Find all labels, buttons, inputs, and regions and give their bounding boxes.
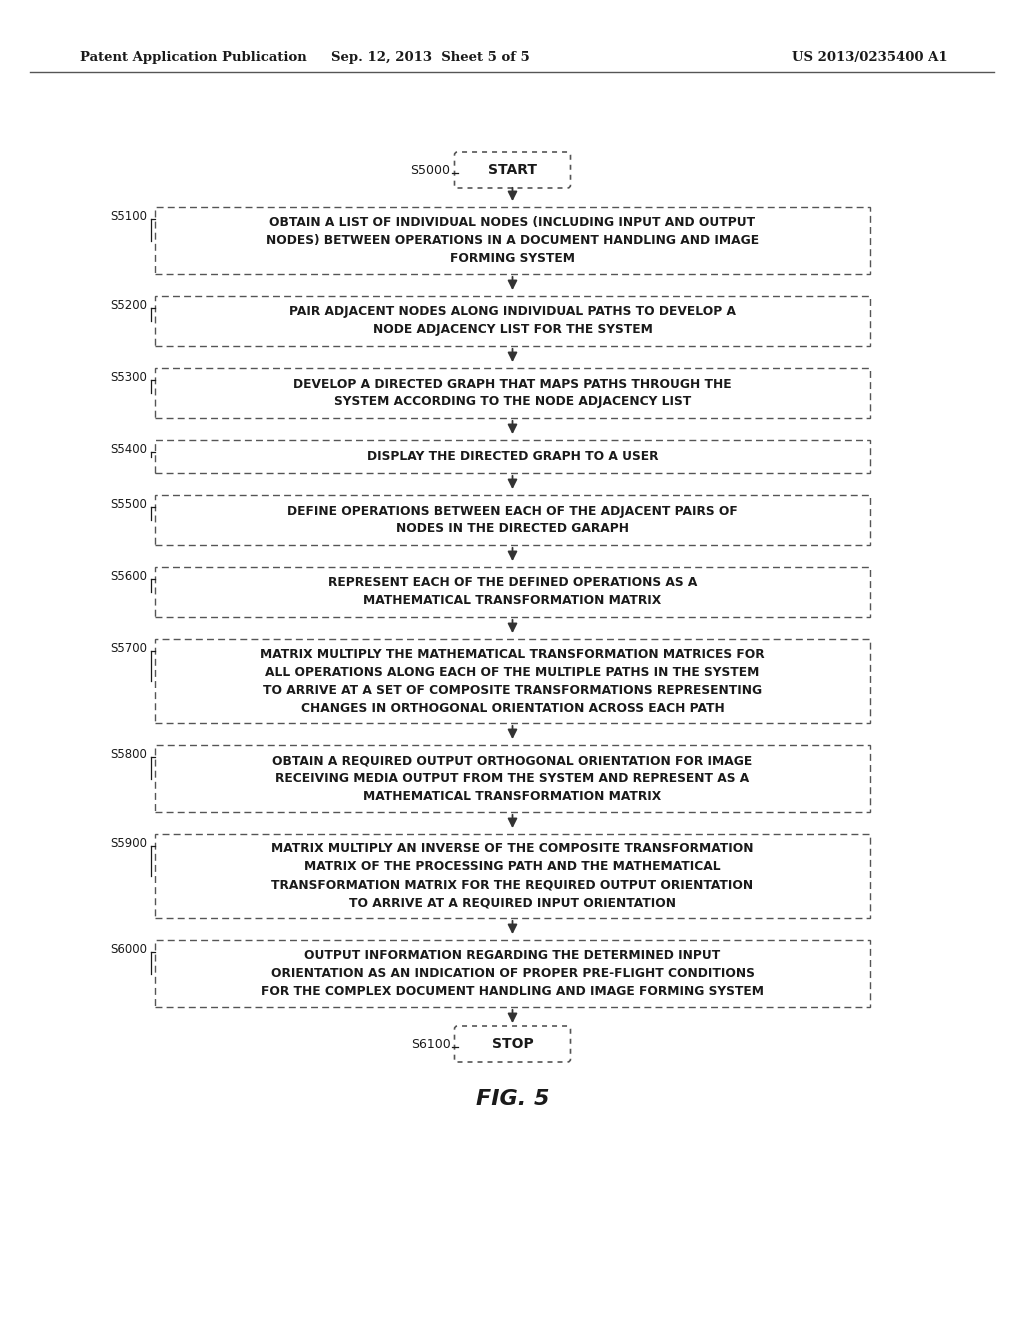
Text: S5600: S5600 (110, 570, 147, 583)
FancyBboxPatch shape (155, 834, 870, 917)
FancyBboxPatch shape (155, 495, 870, 545)
Text: STOP: STOP (492, 1038, 534, 1051)
FancyBboxPatch shape (455, 152, 570, 187)
Text: S5300: S5300 (111, 371, 147, 384)
Text: DISPLAY THE DIRECTED GRAPH TO A USER: DISPLAY THE DIRECTED GRAPH TO A USER (367, 450, 658, 463)
Text: OBTAIN A REQUIRED OUTPUT ORTHOGONAL ORIENTATION FOR IMAGE
RECEIVING MEDIA OUTPUT: OBTAIN A REQUIRED OUTPUT ORTHOGONAL ORIE… (272, 754, 753, 803)
Text: Patent Application Publication: Patent Application Publication (80, 51, 307, 65)
Text: S5800: S5800 (111, 748, 147, 762)
FancyBboxPatch shape (155, 207, 870, 275)
Text: DEFINE OPERATIONS BETWEEN EACH OF THE ADJACENT PAIRS OF
NODES IN THE DIRECTED GA: DEFINE OPERATIONS BETWEEN EACH OF THE AD… (287, 504, 738, 536)
Text: S5000: S5000 (411, 164, 451, 177)
Text: US 2013/0235400 A1: US 2013/0235400 A1 (793, 51, 948, 65)
Text: S5200: S5200 (110, 300, 147, 312)
Text: OBTAIN A LIST OF INDIVIDUAL NODES (INCLUDING INPUT AND OUTPUT
NODES) BETWEEN OPE: OBTAIN A LIST OF INDIVIDUAL NODES (INCLU… (266, 216, 759, 265)
Text: S5900: S5900 (110, 837, 147, 850)
Text: S5100: S5100 (110, 210, 147, 223)
Text: MATRIX MULTIPLY AN INVERSE OF THE COMPOSITE TRANSFORMATION
MATRIX OF THE PROCESS: MATRIX MULTIPLY AN INVERSE OF THE COMPOS… (271, 842, 754, 909)
FancyBboxPatch shape (155, 744, 870, 812)
FancyBboxPatch shape (155, 296, 870, 346)
Text: S5700: S5700 (110, 642, 147, 655)
FancyBboxPatch shape (155, 639, 870, 723)
Text: START: START (488, 162, 537, 177)
Text: S6100: S6100 (411, 1038, 451, 1051)
Text: PAIR ADJACENT NODES ALONG INDIVIDUAL PATHS TO DEVELOP A
NODE ADJACENCY LIST FOR : PAIR ADJACENT NODES ALONG INDIVIDUAL PAT… (289, 305, 736, 337)
Text: MATRIX MULTIPLY THE MATHEMATICAL TRANSFORMATION MATRICES FOR
ALL OPERATIONS ALON: MATRIX MULTIPLY THE MATHEMATICAL TRANSFO… (260, 648, 765, 714)
FancyBboxPatch shape (155, 568, 870, 616)
Text: FIG. 5: FIG. 5 (476, 1089, 549, 1109)
Text: Sep. 12, 2013  Sheet 5 of 5: Sep. 12, 2013 Sheet 5 of 5 (331, 51, 529, 65)
Text: S5500: S5500 (111, 498, 147, 511)
FancyBboxPatch shape (155, 368, 870, 418)
Text: S6000: S6000 (110, 942, 147, 956)
Text: S5400: S5400 (110, 444, 147, 455)
Text: OUTPUT INFORMATION REGARDING THE DETERMINED INPUT
ORIENTATION AS AN INDICATION O: OUTPUT INFORMATION REGARDING THE DETERMI… (261, 949, 764, 998)
FancyBboxPatch shape (455, 1026, 570, 1063)
FancyBboxPatch shape (155, 940, 870, 1007)
FancyBboxPatch shape (155, 440, 870, 473)
Text: DEVELOP A DIRECTED GRAPH THAT MAPS PATHS THROUGH THE
SYSTEM ACCORDING TO THE NOD: DEVELOP A DIRECTED GRAPH THAT MAPS PATHS… (293, 378, 732, 408)
Text: REPRESENT EACH OF THE DEFINED OPERATIONS AS A
MATHEMATICAL TRANSFORMATION MATRIX: REPRESENT EACH OF THE DEFINED OPERATIONS… (328, 577, 697, 607)
